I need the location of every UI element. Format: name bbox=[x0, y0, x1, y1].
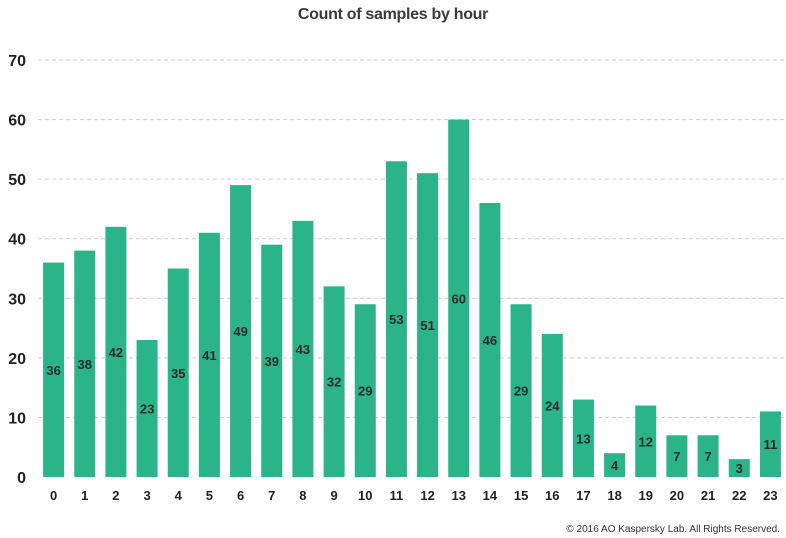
y-tick-label: 10 bbox=[8, 410, 26, 427]
bar-20 bbox=[666, 435, 688, 477]
bar-7 bbox=[261, 244, 283, 477]
data-label: 3 bbox=[736, 461, 743, 476]
bar-6 bbox=[230, 185, 252, 477]
bar-5 bbox=[198, 232, 220, 477]
data-label: 24 bbox=[545, 399, 560, 414]
x-tick-label: 10 bbox=[358, 488, 372, 503]
x-tick-label: 11 bbox=[390, 488, 404, 503]
x-tick-label: 0 bbox=[50, 488, 57, 503]
bar-12 bbox=[417, 173, 439, 477]
data-label: 7 bbox=[704, 449, 711, 464]
bar-1 bbox=[74, 250, 96, 477]
x-tick-label: 13 bbox=[452, 488, 466, 503]
y-tick-label: 0 bbox=[17, 470, 26, 487]
bar-21 bbox=[697, 435, 719, 477]
data-label: 46 bbox=[483, 333, 497, 348]
y-tick-label: 70 bbox=[8, 53, 26, 70]
bar-3 bbox=[136, 339, 158, 477]
data-label: 4 bbox=[611, 458, 619, 473]
data-label: 51 bbox=[420, 318, 434, 333]
data-label: 12 bbox=[639, 434, 653, 449]
bar-17 bbox=[572, 399, 594, 477]
bars bbox=[43, 119, 781, 478]
data-labels: 36 38 42 23 35 41 49 39 43 32 29 53 51 60 46 29 24 13 4 12 7… bbox=[46, 291, 777, 476]
data-label: 13 bbox=[576, 431, 590, 446]
bar-14 bbox=[479, 202, 501, 477]
x-tick-label: 2 bbox=[112, 488, 119, 503]
y-axis-ticks: 0 10 20 30 40 50 60 70 bbox=[8, 53, 26, 487]
x-tick-label: 6 bbox=[237, 488, 244, 503]
chart-title: Count of samples by hour bbox=[297, 6, 489, 23]
grid-lines bbox=[38, 59, 786, 418]
bar-8 bbox=[292, 220, 314, 478]
data-label: 7 bbox=[673, 449, 680, 464]
y-tick-label: 50 bbox=[8, 172, 26, 189]
x-tick-label: 9 bbox=[330, 488, 337, 503]
y-tick-label: 60 bbox=[8, 113, 26, 130]
data-label: 39 bbox=[265, 354, 279, 369]
data-label: 32 bbox=[327, 375, 341, 390]
x-tick-label: 4 bbox=[175, 488, 183, 503]
data-label: 36 bbox=[46, 363, 60, 378]
x-tick-label: 14 bbox=[483, 488, 498, 503]
data-label: 60 bbox=[452, 291, 466, 306]
data-label: 42 bbox=[109, 345, 123, 360]
data-label: 43 bbox=[296, 342, 310, 357]
x-tick-label: 3 bbox=[143, 488, 150, 503]
bar-4 bbox=[167, 268, 189, 477]
x-tick-label: 5 bbox=[206, 488, 213, 503]
bar-19 bbox=[635, 405, 657, 477]
x-tick-label: 20 bbox=[670, 488, 684, 503]
bar-11 bbox=[385, 161, 407, 477]
x-tick-label: 18 bbox=[607, 488, 621, 503]
x-tick-label: 17 bbox=[576, 488, 590, 503]
bar-22 bbox=[728, 459, 750, 477]
copyright-notice: © 2016 AO Kaspersky Lab. All Rights Rese… bbox=[566, 524, 780, 535]
data-label: 23 bbox=[140, 401, 154, 416]
x-tick-label: 21 bbox=[701, 488, 715, 503]
x-axis-ticks: 0 1 2 3 4 5 6 7 8 9 10 11 12 13 14 15 16 17 18 19 20 21 22 23 bbox=[50, 488, 778, 503]
bar-0 bbox=[43, 262, 65, 477]
x-tick-label: 7 bbox=[268, 488, 275, 503]
data-label: 11 bbox=[764, 437, 778, 452]
x-tick-label: 12 bbox=[420, 488, 434, 503]
data-label: 41 bbox=[202, 348, 216, 363]
y-tick-label: 40 bbox=[8, 232, 26, 249]
y-tick-label: 20 bbox=[8, 351, 26, 368]
x-tick-label: 19 bbox=[639, 488, 653, 503]
bar-16 bbox=[541, 334, 563, 477]
x-tick-label: 23 bbox=[763, 488, 777, 503]
data-label: 29 bbox=[358, 384, 372, 399]
y-tick-label: 30 bbox=[8, 291, 26, 308]
x-tick-label: 1 bbox=[81, 488, 88, 503]
x-tick-label: 15 bbox=[514, 488, 528, 503]
bar-15 bbox=[510, 304, 532, 477]
x-tick-label: 8 bbox=[299, 488, 306, 503]
data-label: 53 bbox=[389, 312, 403, 327]
bar-13 bbox=[448, 119, 470, 478]
x-tick-label: 22 bbox=[732, 488, 746, 503]
data-label: 29 bbox=[514, 384, 528, 399]
bar-2 bbox=[105, 226, 127, 477]
data-label: 38 bbox=[78, 357, 92, 372]
bar-18 bbox=[604, 453, 626, 477]
data-label: 35 bbox=[171, 366, 185, 381]
x-tick-label: 16 bbox=[545, 488, 559, 503]
bar-9 bbox=[323, 286, 345, 477]
bar-10 bbox=[354, 304, 376, 477]
bar-23 bbox=[759, 411, 781, 477]
data-label: 49 bbox=[233, 324, 247, 339]
